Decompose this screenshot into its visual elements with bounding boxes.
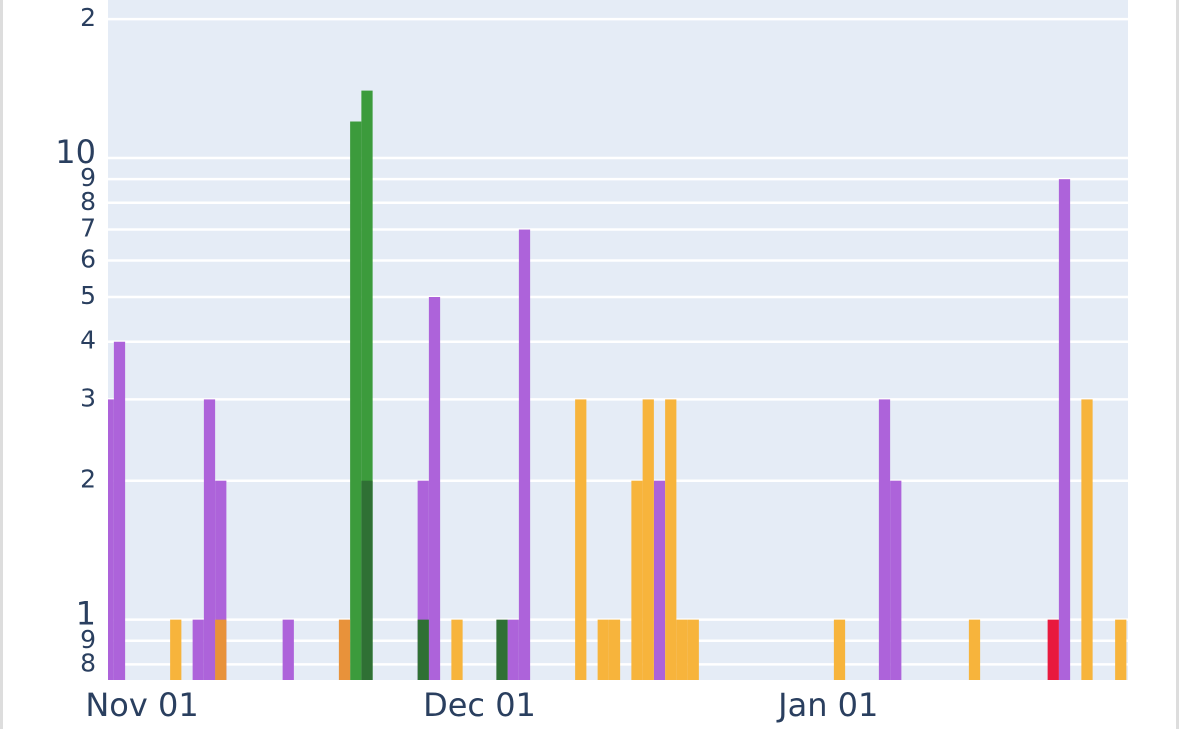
bar <box>597 619 609 680</box>
y-tick-label: 6 <box>80 244 96 273</box>
y-tick-label: 1 <box>76 595 96 633</box>
bar <box>1115 619 1127 680</box>
bar <box>653 480 666 680</box>
bar <box>361 480 373 680</box>
bar <box>417 619 429 680</box>
bar <box>968 619 981 680</box>
bar <box>338 619 351 680</box>
bar <box>833 619 846 680</box>
bar <box>878 399 891 680</box>
bar <box>631 480 643 680</box>
bar <box>496 619 508 680</box>
bar <box>1058 179 1071 680</box>
bar <box>170 619 182 680</box>
bar <box>428 297 441 680</box>
x-tick-label: Nov 01 <box>85 686 198 724</box>
y-tick-label: 5 <box>80 281 96 310</box>
bar <box>113 341 126 680</box>
bar <box>215 480 227 680</box>
bar <box>215 619 227 680</box>
bar <box>192 619 204 680</box>
bar <box>608 619 621 680</box>
bar <box>417 480 429 680</box>
bar <box>451 619 463 680</box>
y-tick-label: 2 <box>80 3 96 32</box>
bar <box>1047 619 1059 680</box>
bar <box>282 619 294 680</box>
plot-background <box>108 0 1128 680</box>
bar <box>687 619 699 680</box>
bar <box>361 90 373 680</box>
frame-edge <box>1176 0 1179 729</box>
bar <box>1081 399 1093 680</box>
y-tick-label: 3 <box>80 383 96 412</box>
bar <box>350 121 362 680</box>
y-tick-label: 9 <box>80 625 96 654</box>
bar <box>890 480 902 680</box>
bar <box>108 399 114 680</box>
bar <box>665 399 677 680</box>
bar <box>575 399 587 680</box>
bar <box>203 399 216 680</box>
y-tick-label: 7 <box>80 214 96 243</box>
bar <box>518 229 531 680</box>
y-tick-label: 8 <box>80 187 96 216</box>
y-tick-label: 2 <box>80 465 96 494</box>
bar <box>507 619 519 680</box>
y-tick-label: 10 <box>55 133 96 171</box>
x-tick-label: Dec 01 <box>423 686 536 724</box>
y-tick-label: 4 <box>80 326 96 355</box>
x-tick-label: Jan 01 <box>776 686 878 724</box>
y-tick-label: 8 <box>80 648 96 677</box>
frame-edge <box>0 0 3 729</box>
bar <box>676 619 688 680</box>
y-tick-label: 9 <box>80 163 96 192</box>
bar <box>642 399 654 680</box>
